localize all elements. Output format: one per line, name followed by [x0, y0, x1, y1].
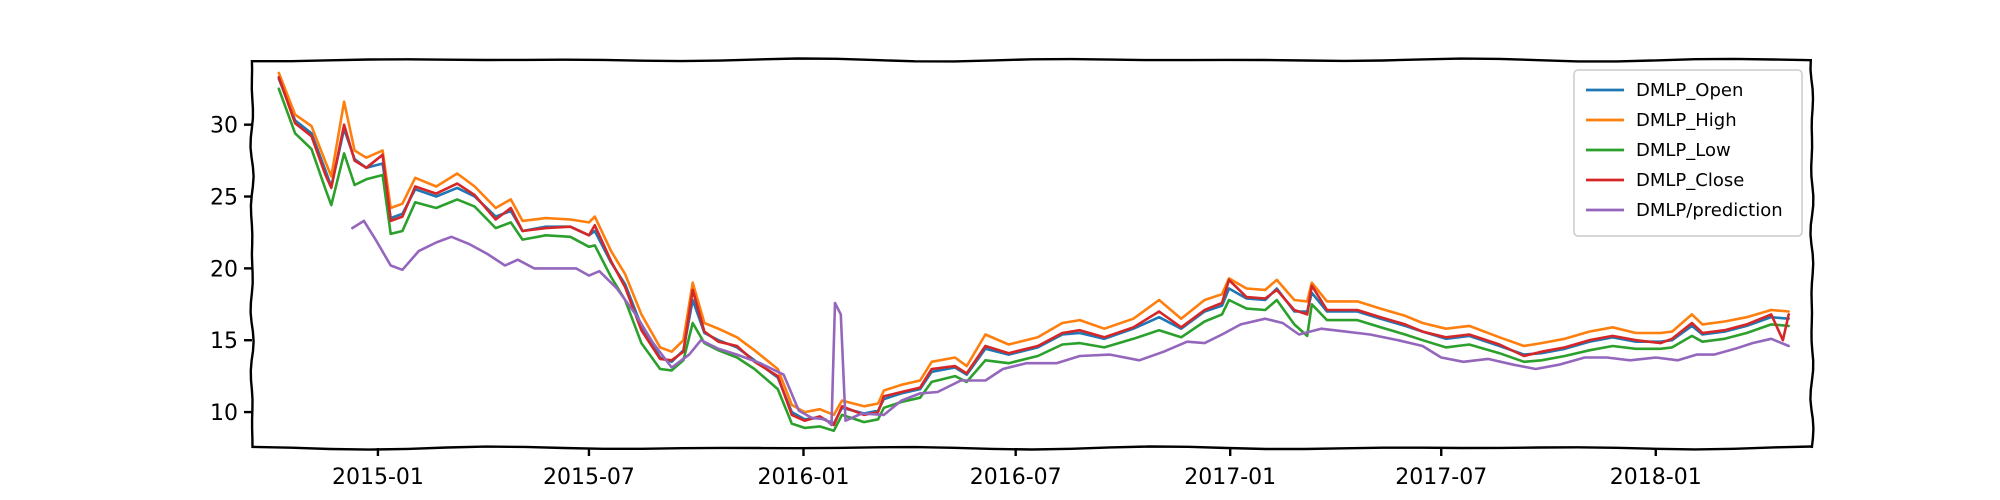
series-line-4	[351, 219, 1790, 427]
axes-layer: 10 15 20 25 30 2015-01 2015-07 2016-01 2016-07 20…	[210, 57, 1815, 490]
series-line-3	[277, 75, 1790, 427]
y-tick-label-3: 25	[210, 186, 238, 211]
series-line-0	[277, 77, 1790, 425]
x-tick-label-5: 2017-07	[1395, 465, 1487, 490]
x-tick-label-4: 2017-01	[1184, 465, 1276, 490]
legend-label-0: DMLP_Open	[1636, 80, 1743, 101]
axes-frame-bottom	[251, 445, 1813, 451]
x-tick-label-2: 2016-01	[758, 465, 850, 490]
y-tick-label-0: 10	[210, 401, 238, 426]
legend: DMLP_Open DMLP_High DMLP_Low DMLP_Close DMLP…	[1573, 69, 1803, 237]
series-line-2	[277, 87, 1790, 433]
axes-frame-right	[1809, 59, 1815, 449]
legend-label-2: DMLP_Low	[1636, 140, 1731, 161]
y-tick-label-2: 20	[210, 257, 238, 282]
x-tick-label-3: 2016-07	[970, 465, 1062, 490]
legend-label-3: DMLP_Close	[1636, 170, 1744, 191]
series-layer	[277, 71, 1790, 433]
series-line-1	[277, 71, 1790, 417]
axes-frame-top	[252, 57, 1813, 63]
x-tick-label-1: 2015-07	[543, 465, 635, 490]
axes-frame-left	[249, 59, 255, 449]
legend-box	[1573, 69, 1803, 237]
legend-label-4: DMLP/prediction	[1636, 200, 1783, 221]
legend-label-1: DMLP_High	[1636, 110, 1737, 131]
x-tick-label-0: 2015-01	[332, 465, 424, 490]
y-tick-label-1: 15	[210, 329, 238, 354]
x-tick-label-6: 2018-01	[1610, 465, 1702, 490]
y-tick-label-4: 30	[210, 114, 238, 139]
